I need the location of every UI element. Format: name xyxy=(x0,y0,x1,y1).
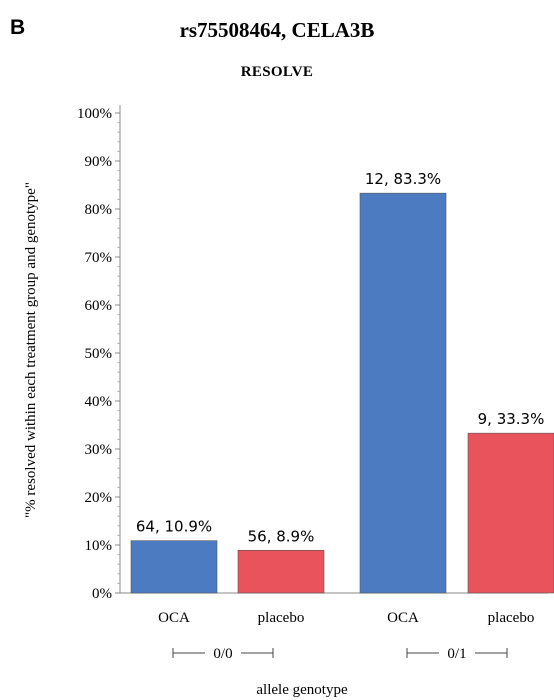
y-tick-label: 30% xyxy=(85,442,113,458)
bar xyxy=(467,432,554,594)
y-tick-label: 0% xyxy=(92,586,112,602)
chart-subtitle: RESOLVE xyxy=(240,64,314,80)
group-label: 0/1 xyxy=(447,646,466,662)
x-axis-title: allele genotype xyxy=(256,682,348,698)
labels: 0% 10% 20% 30% 40% 50% 60% 70% 80% 90% 100% 64, 10.… xyxy=(23,106,544,698)
bar xyxy=(359,192,447,594)
y-tick-label: 100% xyxy=(77,106,112,122)
category-label: OCA xyxy=(158,610,190,626)
y-tick-label: 40% xyxy=(85,394,113,410)
y-tick-label: 20% xyxy=(85,490,113,506)
group-label: 0/0 xyxy=(213,646,232,662)
data-label: 12, 83.3% xyxy=(365,170,441,188)
y-tick-label: 80% xyxy=(85,202,113,218)
y-tick-label: 10% xyxy=(85,538,113,554)
data-label: 9, 33.3% xyxy=(478,410,545,428)
category-label: placebo xyxy=(258,610,305,626)
y-tick-label: 50% xyxy=(85,346,113,362)
chart-title: rs75508464, CELA3B xyxy=(179,18,375,42)
panel-letter: B xyxy=(10,16,26,39)
y-axis-title: "% resolved within each treatment group … xyxy=(23,182,39,518)
y-tick-label: 90% xyxy=(85,154,113,170)
bar xyxy=(130,540,218,594)
bars xyxy=(130,192,554,594)
category-label: placebo xyxy=(488,610,535,626)
y-tick-label: 60% xyxy=(85,298,113,314)
y-tick-label: 70% xyxy=(85,250,113,266)
category-label: OCA xyxy=(387,610,419,626)
bar xyxy=(237,549,325,594)
data-label: 56, 8.9% xyxy=(248,527,315,545)
axes xyxy=(115,105,548,658)
data-label: 64, 10.9% xyxy=(136,518,212,536)
